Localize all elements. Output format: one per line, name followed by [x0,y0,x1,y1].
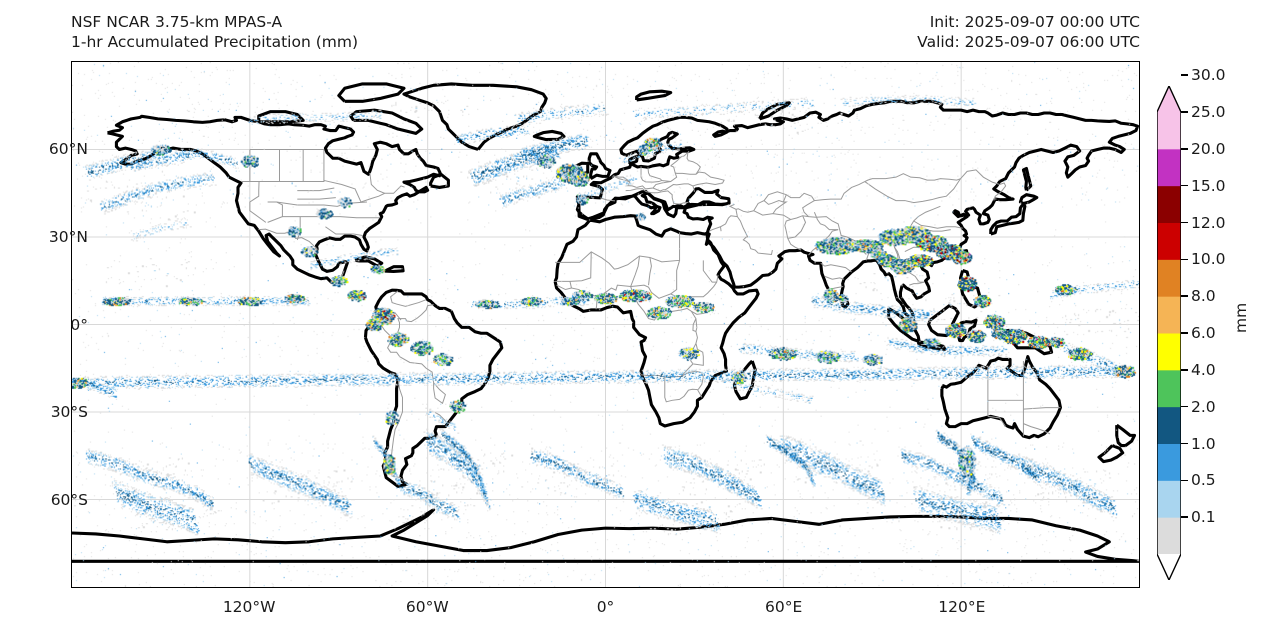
colorbar-tick-label: 15.0 [1191,176,1226,195]
init-time: Init: 2025-09-07 00:00 UTC [929,13,1140,31]
colorbar-segment [1157,222,1181,260]
colorbar-tick-label: 4.0 [1191,360,1216,379]
field-name: 1-hr Accumulated Precipitation (mm) [71,33,358,51]
colorbar-tick-label: 2.0 [1191,397,1216,416]
colorbar-segment [1157,443,1181,481]
colorbar-tick-mark [1181,111,1188,113]
lon-tick-mark [249,587,250,588]
model-name: NSF NCAR 3.75-km MPAS-A [71,13,283,31]
colorbar-tick-label: 0.1 [1191,508,1216,527]
colorbar-segment [1157,406,1181,444]
colorbar-tick-mark [1181,442,1188,445]
colorbar-tick-mark [1181,405,1188,408]
lon-tick-mark [962,587,963,588]
colorbar-tick-mark [1181,479,1188,482]
lat-tick-label: 0° [70,315,88,334]
colorbar-tick-mark [1181,369,1188,371]
colorbar-under-arrow [1157,554,1181,580]
lat-tick-label: 60°N [48,139,88,158]
colorbar-over-arrow [1157,86,1181,112]
lon-tick-label: 0° [596,598,615,616]
colorbar-tick-label: 12.0 [1191,213,1226,232]
lat-tick-label: 60°S [50,491,88,510]
lon-tick-label: 120°W [222,598,276,616]
colorbar-segment [1157,112,1181,150]
colorbar-tick-label: 1.0 [1191,434,1216,453]
lon-tick-label: 120°E [938,598,986,616]
colorbar-segment [1157,185,1181,223]
lon-tick-mark [606,587,607,588]
colorbar-tick-mark [1181,184,1188,187]
colorbar-title: mm [1232,302,1250,333]
colorbar-segment [1157,259,1181,297]
colorbar-tick-mark [1181,74,1188,76]
colorbar-tick-mark [1181,221,1188,224]
colorbar-tick-mark [1181,332,1188,334]
colorbar-tick-label: 6.0 [1191,324,1216,342]
colorbar-segment [1157,480,1181,518]
colorbar-segment [1157,369,1181,408]
colorbar-segment [1157,296,1181,334]
colorbar-tick-label: 0.5 [1191,471,1216,490]
colorbar-tick-mark [1181,258,1188,261]
colorbar-tick-mark [1181,148,1188,150]
colorbar [1157,86,1181,580]
time-info-block: Init: 2025-09-07 00:00 UTC Valid: 2025-0… [917,12,1140,52]
colorbar-tick-label: 20.0 [1191,139,1226,158]
map-plot-area [71,61,1140,588]
colorbar-tick-mark [1181,516,1188,518]
colorbar-tick-label: 30.0 [1191,66,1226,85]
lon-tick-label: 60°E [765,598,803,616]
valid-time: Valid: 2025-09-07 06:00 UTC [917,33,1140,51]
colorbar-tick-label: 10.0 [1191,250,1226,269]
lon-tick-mark [428,587,429,588]
colorbar-tick-label: 25.0 [1191,103,1226,121]
lat-tick-label: 30°N [48,227,88,246]
lon-tick-label: 60°W [405,598,449,616]
colorbar-segment [1157,517,1181,555]
colorbar-segment [1157,148,1181,187]
lat-tick-label: 30°S [50,403,88,422]
colorbar-tick-mark [1181,295,1188,297]
precipitation-field [72,62,1139,587]
lon-tick-mark [784,587,785,588]
model-title-block: NSF NCAR 3.75-km MPAS-A 1-hr Accumulated… [71,12,358,52]
colorbar-tick-label: 8.0 [1191,287,1216,306]
colorbar-segment [1157,333,1181,371]
